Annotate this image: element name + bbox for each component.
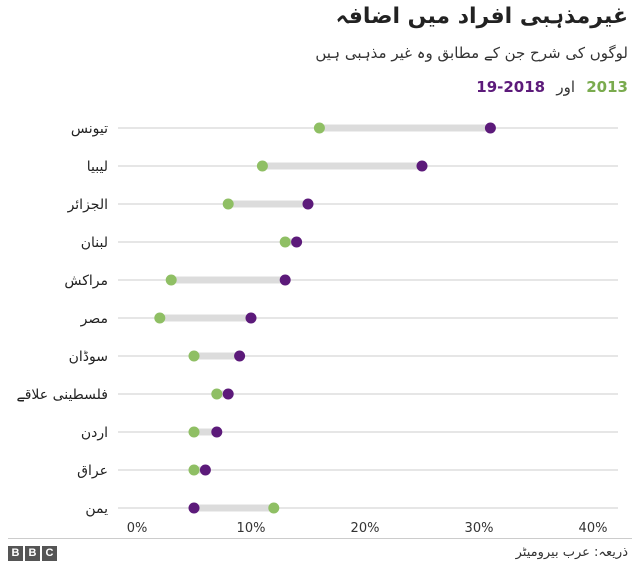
x-tick-label: 40% — [579, 521, 608, 536]
bbc-logo: B B C — [8, 546, 57, 561]
point-2013 — [165, 274, 177, 286]
point-2013 — [211, 388, 223, 400]
point-2018-19 — [222, 388, 234, 400]
point-2013 — [268, 502, 280, 514]
point-2018-19 — [245, 312, 257, 324]
category-label: لیبیا — [87, 159, 108, 175]
category-label: مراکش — [64, 273, 108, 289]
category-label: الجزائر — [67, 197, 108, 213]
point-2013 — [188, 464, 200, 476]
point-2013 — [222, 198, 234, 210]
legend-2018-19: 2018-19 — [476, 78, 546, 96]
category-label: تیونس — [71, 121, 108, 137]
chart-title: غیرمذہبی افراد میں اضافہ — [335, 4, 628, 29]
point-2013 — [154, 312, 166, 324]
category-label: یمن — [85, 501, 108, 517]
point-2018-19 — [291, 236, 303, 248]
x-tick-label: 20% — [351, 521, 380, 536]
chart-subtitle: لوگوں کی شرح جن کے مطابق وہ غیر مذہبی ہی… — [315, 44, 628, 62]
category-label: اردن — [81, 425, 108, 441]
point-2018-19 — [234, 350, 246, 362]
x-tick-label: 0% — [127, 521, 148, 536]
legend: 2013 اور 2018-19 — [476, 78, 628, 96]
bbc-logo-letter: C — [42, 546, 57, 561]
legend-2013: 2013 — [586, 78, 628, 96]
point-2013 — [188, 426, 200, 438]
bbc-logo-letter: B — [8, 546, 23, 561]
point-2018-19 — [199, 464, 211, 476]
point-2018-19 — [416, 160, 428, 172]
category-label: سوڈان — [69, 349, 108, 365]
point-2013 — [256, 160, 268, 172]
category-label: مصر — [80, 311, 108, 327]
point-2018-19 — [188, 502, 200, 514]
bbc-logo-letter: B — [25, 546, 40, 561]
point-2018-19 — [211, 426, 223, 438]
point-2013 — [188, 350, 200, 362]
x-tick-label: 10% — [237, 521, 266, 536]
point-2018-19 — [484, 122, 496, 134]
source-note: ذریعہ: عرب بیرومیٹر — [515, 545, 628, 560]
x-tick-label: 30% — [465, 521, 494, 536]
point-2018-19 — [279, 274, 291, 286]
category-label: لبنان — [81, 235, 108, 251]
point-2013 — [313, 122, 325, 134]
point-2013 — [279, 236, 291, 248]
legend-and: اور — [556, 78, 576, 96]
footer-rule — [8, 538, 632, 539]
category-label: عراق — [77, 463, 108, 479]
point-2018-19 — [302, 198, 314, 210]
category-label: فلسطینی علاقے — [17, 387, 108, 403]
